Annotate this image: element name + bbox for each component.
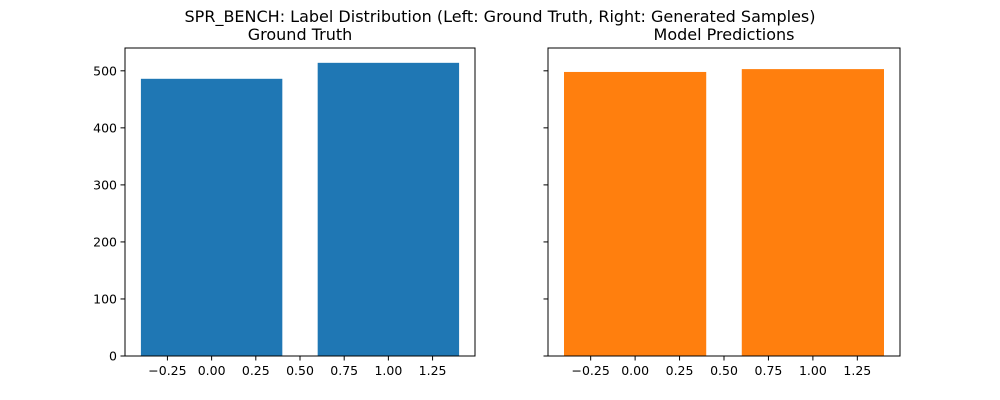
x-tick-label: 1.25 [419, 363, 447, 378]
bar [140, 78, 283, 357]
bar [317, 62, 460, 357]
x-tick-label: 0.75 [755, 363, 783, 378]
chart-panel-model-predictions: Model Predictions −0.25 0.00 0.25 0.50 0.75 1… [543, 25, 901, 378]
x-tick-label: 0.25 [242, 363, 270, 378]
x-tick-label: 0.25 [666, 363, 694, 378]
chart-title: Model Predictions [654, 25, 795, 44]
x-axis: −0.25 0.00 0.25 0.50 0.75 1.00 1.25 [148, 356, 446, 378]
x-tick-label: 1.00 [799, 363, 827, 378]
bar-group [564, 69, 884, 357]
x-tick-label: 0.50 [710, 363, 738, 378]
x-tick-label: −0.25 [148, 363, 186, 378]
bar-group [140, 62, 460, 357]
plot-frame [547, 47, 901, 357]
y-tick-label: 100 [93, 291, 117, 306]
y-tick-label: 500 [93, 63, 117, 78]
x-tick-label: 0.50 [286, 363, 314, 378]
bar [741, 69, 884, 357]
y-tick-label: 0 [109, 349, 117, 364]
x-tick-label: −0.25 [572, 363, 610, 378]
y-tick-label: 300 [93, 177, 117, 192]
y-axis [543, 70, 548, 357]
y-tick-label: 200 [93, 234, 117, 249]
y-tick-label: 400 [93, 120, 117, 135]
x-tick-label: 1.25 [843, 363, 871, 378]
figure-suptitle: SPR_BENCH: Label Distribution (Left: Gro… [185, 7, 816, 27]
y-axis: 0 100 200 300 400 500 [93, 63, 125, 364]
x-tick-label: 1.00 [374, 363, 402, 378]
x-axis: −0.25 0.00 0.25 0.50 0.75 1.00 1.25 [572, 356, 871, 378]
bar [564, 71, 707, 356]
chart-panel-ground-truth: Ground Truth 0 100 200 300 400 500 −0.25 0.00 0… [93, 25, 476, 378]
x-tick-label: 0.00 [198, 363, 226, 378]
chart-title: Ground Truth [248, 25, 353, 44]
x-tick-label: 0.75 [330, 363, 358, 378]
plot-frame [124, 47, 476, 357]
x-tick-label: 0.00 [621, 363, 649, 378]
